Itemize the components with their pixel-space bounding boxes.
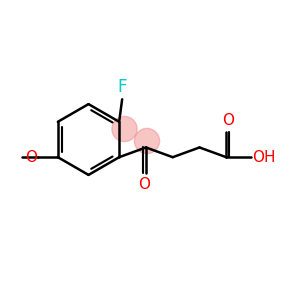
Circle shape <box>112 116 137 142</box>
Text: O: O <box>25 150 37 165</box>
Circle shape <box>134 128 160 154</box>
Text: F: F <box>117 78 127 96</box>
Text: O: O <box>138 177 150 192</box>
Text: OH: OH <box>252 150 275 165</box>
Text: O: O <box>222 113 234 128</box>
